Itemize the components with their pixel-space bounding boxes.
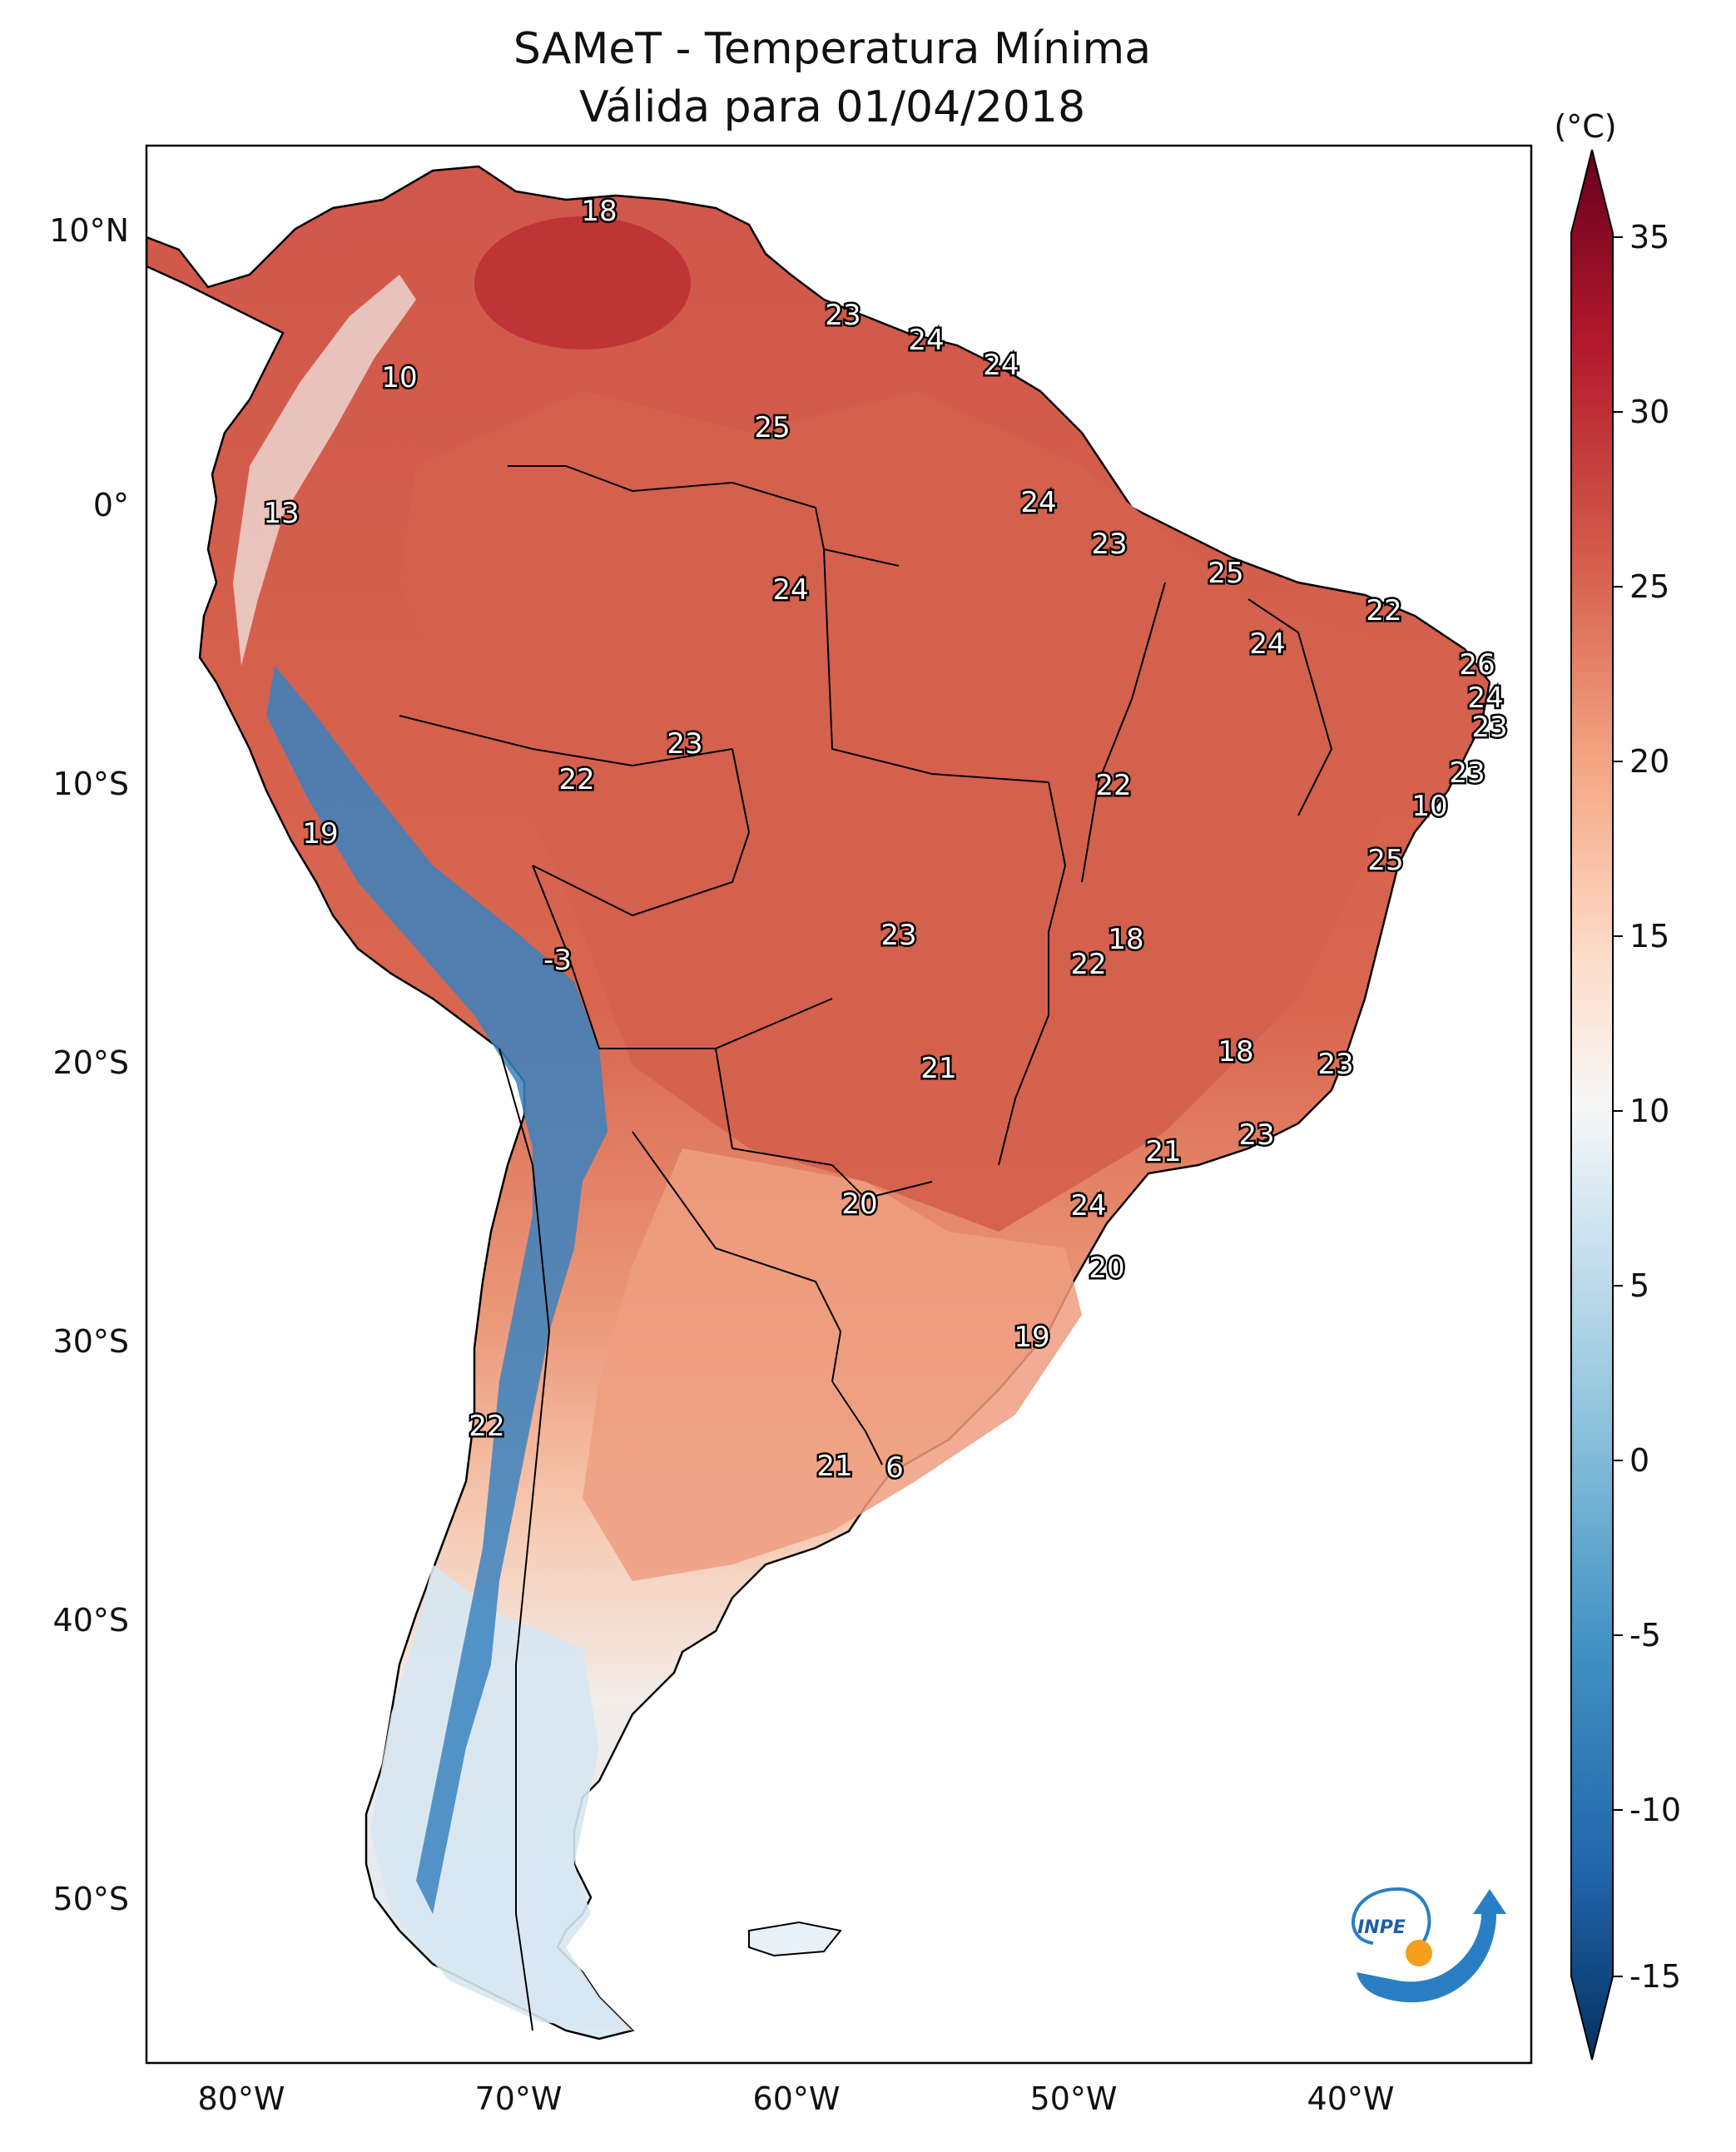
value-label: 24	[1467, 682, 1503, 715]
value-label: 23	[825, 299, 861, 332]
latitude-axis: 10°N 0° 10°S 20°S 30°S 40°S 50°S	[49, 212, 129, 1917]
value-label: 21	[816, 1450, 852, 1483]
value-label: 20	[841, 1188, 877, 1221]
colorbar: (°C) 35 30 25 20 15 10 5 0 -5 -10 -15	[1554, 108, 1681, 2060]
lat-tick-label: 30°S	[53, 1323, 129, 1360]
value-label: 23	[1317, 1048, 1353, 1081]
value-label: 25	[1367, 844, 1403, 877]
longitude-axis: 80°W 70°W 60°W 50°W 40°W	[198, 2080, 1395, 2117]
colorbar-tick-label: 5	[1629, 1267, 1649, 1304]
lon-tick-label: 40°W	[1307, 2080, 1395, 2117]
colorbar-tick-label: 15	[1629, 918, 1669, 955]
colorbar-tick-label: 0	[1629, 1442, 1649, 1479]
value-label: 19	[1014, 1321, 1049, 1354]
hot-spot-venezuela	[474, 216, 691, 350]
lon-tick-label: 50°W	[1030, 2080, 1118, 2117]
lon-tick-label: 70°W	[475, 2080, 563, 2117]
lat-tick-label: 40°S	[53, 1602, 129, 1639]
value-label: 24	[1070, 1189, 1106, 1222]
value-label: 22	[469, 1410, 504, 1443]
value-label: 18	[1218, 1035, 1253, 1069]
value-label: 18	[581, 195, 617, 228]
colorbar-body	[1570, 149, 1614, 2060]
value-label: 22	[1095, 769, 1131, 802]
value-label: 10	[1411, 790, 1447, 823]
inpe-logo: INPE	[1352, 1887, 1506, 2003]
value-label: 18	[1108, 923, 1143, 956]
colorbar-tick-label: -5	[1629, 1617, 1661, 1654]
colorbar-ticks: 35 30 25 20 15 10 5 0 -5 -10 -15	[1613, 219, 1681, 1995]
value-label: 24	[1020, 486, 1056, 519]
colorbar-tick-label: 25	[1629, 568, 1669, 605]
inpe-logo-text: INPE	[1357, 1917, 1406, 1938]
colorbar-tick-label: 35	[1629, 219, 1669, 255]
country-borders	[399, 465, 1333, 2031]
cool-region-patagonia	[370, 1564, 632, 2031]
value-label: 24	[908, 324, 944, 357]
value-label: 22	[1366, 594, 1401, 627]
value-label: 21	[920, 1052, 956, 1085]
lat-tick-label: 0°	[93, 487, 129, 523]
value-label: -3	[543, 944, 572, 977]
value-label: 24	[983, 349, 1019, 382]
colorbar-tick-label: -10	[1629, 1792, 1681, 1828]
value-label: 23	[880, 919, 916, 952]
value-label: 23	[667, 727, 702, 761]
value-label: 23	[1238, 1118, 1274, 1152]
value-label: 10	[381, 361, 417, 394]
value-label: 22	[1070, 948, 1106, 981]
value-label: 24	[772, 573, 808, 607]
value-label: 13	[263, 497, 299, 530]
value-label: 23	[1471, 711, 1507, 744]
lon-tick-label: 80°W	[198, 2080, 285, 2117]
value-label: 19	[302, 817, 338, 850]
colorbar-tick-label: 30	[1629, 394, 1669, 430]
value-label: 23	[1449, 756, 1485, 790]
value-label: 20	[1089, 1252, 1124, 1285]
map-frame	[145, 144, 1533, 2065]
value-label: 25	[1208, 557, 1243, 590]
mild-region-south	[583, 1148, 1082, 1581]
andes-cold-band	[266, 666, 608, 1914]
value-label: 24	[1249, 627, 1285, 661]
value-label: 26	[1459, 648, 1495, 682]
value-label: 25	[754, 411, 790, 444]
lat-tick-label: 10°N	[49, 212, 129, 249]
falkland-islands	[748, 1921, 842, 1957]
lon-tick-label: 60°W	[753, 2080, 841, 2117]
colorbar-tick-label: 20	[1629, 743, 1669, 780]
value-label: 6	[885, 1451, 904, 1485]
value-label: 23	[1091, 528, 1127, 561]
map-area	[146, 165, 1491, 2040]
map-title: SAMeT - Temperatura Mínima	[513, 24, 1151, 74]
value-label: 22	[558, 763, 594, 796]
colorbar-tick-label: 10	[1629, 1093, 1669, 1129]
colorbar-unit: (°C)	[1554, 108, 1616, 145]
warm-region-overlay	[399, 391, 1415, 1232]
colorbar-tick-label: -15	[1629, 1958, 1681, 1995]
andes-light-band	[233, 275, 416, 666]
map-subtitle: Válida para 01/04/2018	[579, 82, 1085, 132]
lat-tick-label: 20°S	[53, 1044, 129, 1081]
lat-tick-label: 10°S	[53, 766, 129, 802]
lat-tick-label: 50°S	[53, 1881, 129, 1917]
value-label: 21	[1145, 1135, 1181, 1168]
point-labels: 18 23 24 24 10 25 13 24 23 24 25 22 24 2…	[261, 193, 1510, 1487]
